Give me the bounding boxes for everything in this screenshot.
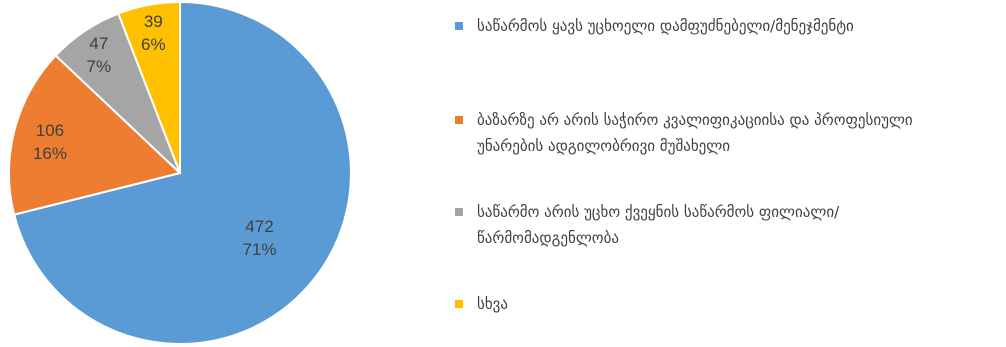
legend-label: საწარმოს ყავს უცხოელი დამფუძნებელი/მენეჯ… <box>477 17 854 35</box>
pie-slice-no-qualified-labor <box>8 54 183 216</box>
slice-value-label: 47 <box>89 34 108 53</box>
legend-label: საწარმო არის უცხო ქვეყნის საწარმოს ფილია… <box>477 203 840 247</box>
slice-value-label: 39 <box>144 12 163 31</box>
pie-slice-other <box>117 0 181 174</box>
legend-label: სხვა <box>477 295 508 313</box>
pie-slice-foreign-founder <box>12 0 352 345</box>
slice-percent-label: 7% <box>87 57 112 76</box>
legend-item-foreign-founder: საწარმოს ყავს უცხოელი დამფუძნებელი/მენეჯ… <box>455 13 1000 39</box>
legend-swatch-yellow <box>455 300 463 308</box>
legend-item-no-qualified-labor: ბაზარზე არ არის საჭირო კვალიფიკაციისა და… <box>455 107 955 159</box>
legend-swatch-blue <box>455 22 463 30</box>
slice-percent-label: 71% <box>242 240 276 259</box>
legend-item-other: სხვა <box>455 291 1000 317</box>
slice-value-label: 472 <box>245 217 273 236</box>
slice-percent-label: 16% <box>33 144 67 163</box>
legend-item-foreign-branch: საწარმო არის უცხო ქვეყნის საწარმოს ფილია… <box>455 199 875 251</box>
pie-plot-area: 472 71% 106 16% 47 7% 39 6% <box>8 0 352 345</box>
slice-value-label: 106 <box>36 121 64 140</box>
legend-label: ბაზარზე არ არის საჭირო კვალიფიკაციისა და… <box>477 111 913 155</box>
legend-swatch-orange <box>455 116 463 124</box>
slice-percent-label: 6% <box>141 35 166 54</box>
legend-swatch-gray <box>455 208 463 216</box>
chart-legend: საწარმოს ყავს უცხოელი დამფუძნებელი/მენეჯ… <box>455 0 1000 347</box>
